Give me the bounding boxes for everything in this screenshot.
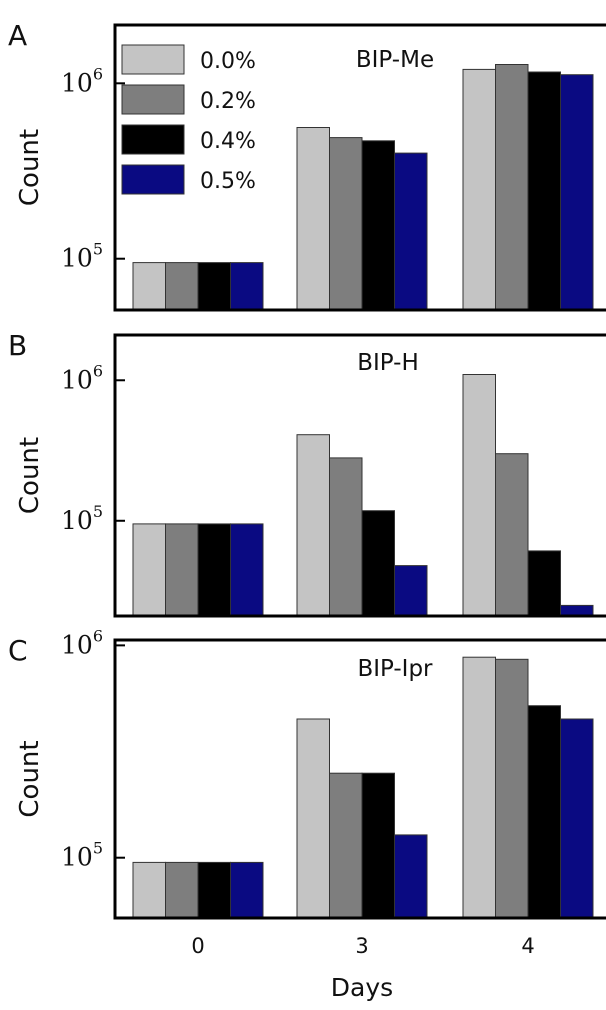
y-tick-exponent: 6 xyxy=(93,64,103,83)
bar-c-day3-s0 xyxy=(296,718,330,919)
bar-c-day0-s0 xyxy=(132,861,166,919)
panel-letter: C xyxy=(8,634,28,667)
bar-a-day0-s2 xyxy=(197,262,231,311)
bar-b-day3-s0 xyxy=(296,434,330,617)
bar-a-day4-s3 xyxy=(560,74,594,311)
bar-c-day4-s0 xyxy=(462,656,496,919)
bar-a-day3-s3 xyxy=(394,152,428,311)
y-tick-base: 10 xyxy=(61,630,93,659)
bar-c-day4-s2 xyxy=(527,705,561,919)
bar-c-day0-s3 xyxy=(230,861,264,919)
legend-swatch-3 xyxy=(121,164,185,195)
panel-letter: B xyxy=(8,329,27,362)
bar-b-day3-s2 xyxy=(361,510,395,617)
bar-a-day4-s1 xyxy=(495,64,529,311)
y-tick-label: 106 xyxy=(61,64,103,97)
panel-title: BIP-Me xyxy=(356,47,434,73)
y-tick-label: 105 xyxy=(61,502,103,535)
x-axis-label: Days xyxy=(331,973,393,1002)
bar-c-day0-s2 xyxy=(197,861,231,919)
legend: 0.0% 0.2% 0.4% 0.5% xyxy=(121,44,256,195)
x-tick-label: 3 xyxy=(355,934,368,958)
y-tick-exponent: 6 xyxy=(93,626,103,645)
bar-b-day4-s0 xyxy=(462,374,496,617)
bar-c-day0-s1 xyxy=(165,861,199,919)
bar-a-day3-s0 xyxy=(296,127,330,311)
x-tick-label: 4 xyxy=(521,934,534,958)
legend-label-0: 0.0% xyxy=(200,49,256,74)
axes-frame xyxy=(113,23,606,312)
x-tick-label: 0 xyxy=(191,934,204,958)
bar-a-day0-s0 xyxy=(132,262,166,311)
y-tick-base: 10 xyxy=(61,365,93,394)
y-axis-label: Count xyxy=(15,740,45,817)
legend-swatch-2 xyxy=(121,124,185,155)
legend-swatch-1 xyxy=(121,84,185,115)
bar-b-day3-s1 xyxy=(329,457,363,617)
panel-letter: A xyxy=(8,19,27,52)
bar-a-day0-s1 xyxy=(165,262,199,311)
bar-b-day3-s3 xyxy=(394,565,428,617)
bar-b-day4-s2 xyxy=(527,550,561,617)
y-tick-label: 106 xyxy=(61,626,103,659)
bar-b-day0-s1 xyxy=(165,523,199,617)
bar-a-day3-s2 xyxy=(361,140,395,311)
bar-c-day3-s3 xyxy=(394,834,428,919)
y-tick-exponent: 5 xyxy=(93,502,103,521)
bar-b-day0-s2 xyxy=(197,523,231,617)
legend-swatch-0 xyxy=(121,44,185,75)
y-tick-label: 105 xyxy=(61,839,103,872)
panel-title: BIP-H xyxy=(357,350,419,376)
y-tick-base: 10 xyxy=(61,244,93,273)
legend-label-2: 0.4% xyxy=(200,129,256,154)
y-tick-base: 10 xyxy=(61,68,93,97)
bar-c-day3-s2 xyxy=(361,772,395,919)
legend-label-1: 0.2% xyxy=(200,89,256,114)
y-tick-label: 105 xyxy=(61,240,103,273)
bar-a-day0-s3 xyxy=(230,262,264,311)
y-tick-label: 106 xyxy=(61,361,103,394)
bar-a-day4-s2 xyxy=(527,71,561,311)
y-axis-label: Count xyxy=(15,129,45,206)
axes-frame xyxy=(113,333,606,618)
bar-b-day0-s0 xyxy=(132,523,166,617)
bar-c-day3-s1 xyxy=(329,772,363,919)
axes-frame xyxy=(113,638,606,920)
bar-b-day4-s3 xyxy=(560,604,594,617)
bar-c-day4-s3 xyxy=(560,718,594,919)
panel-title: BIP-Ipr xyxy=(357,656,433,682)
y-tick-base: 10 xyxy=(61,843,93,872)
bar-c-day4-s1 xyxy=(495,658,529,919)
legend-label-3: 0.5% xyxy=(200,169,256,194)
y-axis-label: Count xyxy=(15,437,45,514)
y-tick-exponent: 5 xyxy=(93,839,103,858)
bar-b-day0-s3 xyxy=(230,523,264,617)
bar-a-day3-s1 xyxy=(329,137,363,311)
y-tick-base: 10 xyxy=(61,506,93,535)
y-tick-exponent: 6 xyxy=(93,361,103,380)
bar-a-day4-s0 xyxy=(462,68,496,311)
y-tick-exponent: 5 xyxy=(93,240,103,259)
bar-b-day4-s1 xyxy=(495,453,529,617)
